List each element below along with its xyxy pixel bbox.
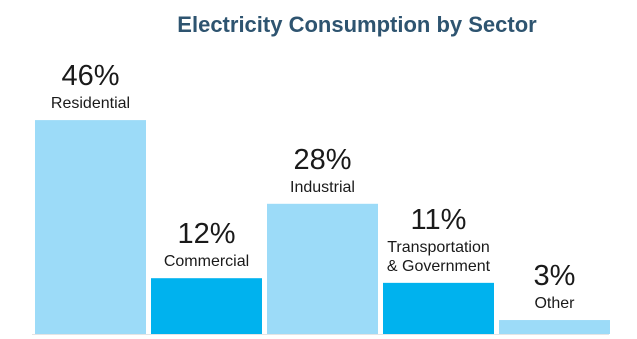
- bar-other: [499, 320, 610, 334]
- category-label-industrial: Industrial: [290, 179, 355, 196]
- bar-transportation-government: [383, 282, 494, 334]
- value-label-transportation-government: 11%: [411, 204, 467, 236]
- value-label-commercial: 12%: [177, 218, 235, 250]
- bars: [35, 120, 610, 334]
- value-label-industrial: 28%: [293, 144, 351, 176]
- category-label-other: Other: [534, 295, 575, 312]
- bar-labels: Residential 46% Commercial 12% Industrial 28%…: [51, 60, 576, 312]
- category-label-commercial: Commercial: [164, 253, 249, 270]
- category-label-transportation-government-line-1: Transportation: [387, 239, 490, 256]
- chart-title: Electricity Consumption by Sector: [177, 12, 537, 37]
- category-label-residential: Residential: [51, 95, 130, 112]
- value-label-residential: 46%: [61, 60, 119, 92]
- bar-industrial: [267, 203, 378, 334]
- value-label-other: 3%: [534, 260, 576, 292]
- category-label-transportation-government-line-2: & Government: [387, 258, 491, 275]
- bar-commercial: [151, 278, 262, 334]
- bar-residential: [35, 120, 146, 334]
